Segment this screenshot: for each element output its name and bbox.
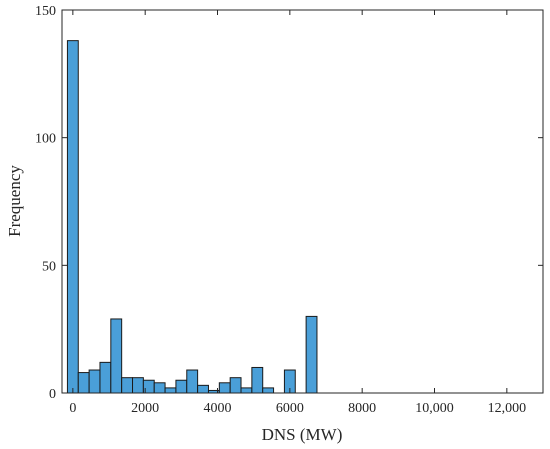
histogram-bar: [186, 369, 199, 394]
y-axis-label: Frequency: [5, 165, 24, 237]
histogram-bar: [251, 366, 264, 394]
y-tick-label: 150: [35, 4, 56, 19]
histogram-bar: [77, 372, 90, 394]
histogram-bar: [164, 387, 177, 394]
histogram-bar: [99, 361, 112, 394]
histogram-bar: [197, 384, 209, 394]
x-tick-label: 6000: [276, 401, 304, 416]
y-tick-label: 50: [42, 259, 56, 274]
x-tick-label: 8000: [348, 401, 376, 416]
histogram-bar: [88, 369, 101, 394]
histogram-bars: [66, 40, 318, 394]
x-axis-ticks: 0 2000 4000 6000 8000 10,000 12,000: [69, 10, 526, 416]
histogram-bar: [229, 377, 242, 394]
histogram-bar: [153, 382, 166, 394]
histogram-bar: [175, 379, 188, 394]
histogram-bar: [240, 387, 253, 394]
y-tick-label: 100: [35, 132, 56, 147]
plot-area-frame: [61, 9, 544, 394]
x-tick-label: 10,000: [415, 401, 454, 416]
histogram-bar: [121, 377, 134, 394]
histogram-bar: [305, 315, 318, 394]
x-axis-label: DNS (MW): [262, 425, 343, 444]
y-tick-label: 0: [49, 387, 56, 402]
histogram-bar: [110, 318, 123, 394]
histogram-bar: [218, 382, 231, 394]
x-tick-label: 12,000: [488, 401, 527, 416]
histogram-bar: [66, 40, 79, 394]
x-tick-label: 2000: [131, 401, 159, 416]
x-tick-label: 4000: [204, 401, 232, 416]
x-tick-label: 0: [69, 401, 76, 416]
histogram-bar: [262, 387, 275, 394]
y-axis-ticks: 0 50 100 150: [35, 4, 543, 402]
histogram-bar: [132, 377, 144, 394]
